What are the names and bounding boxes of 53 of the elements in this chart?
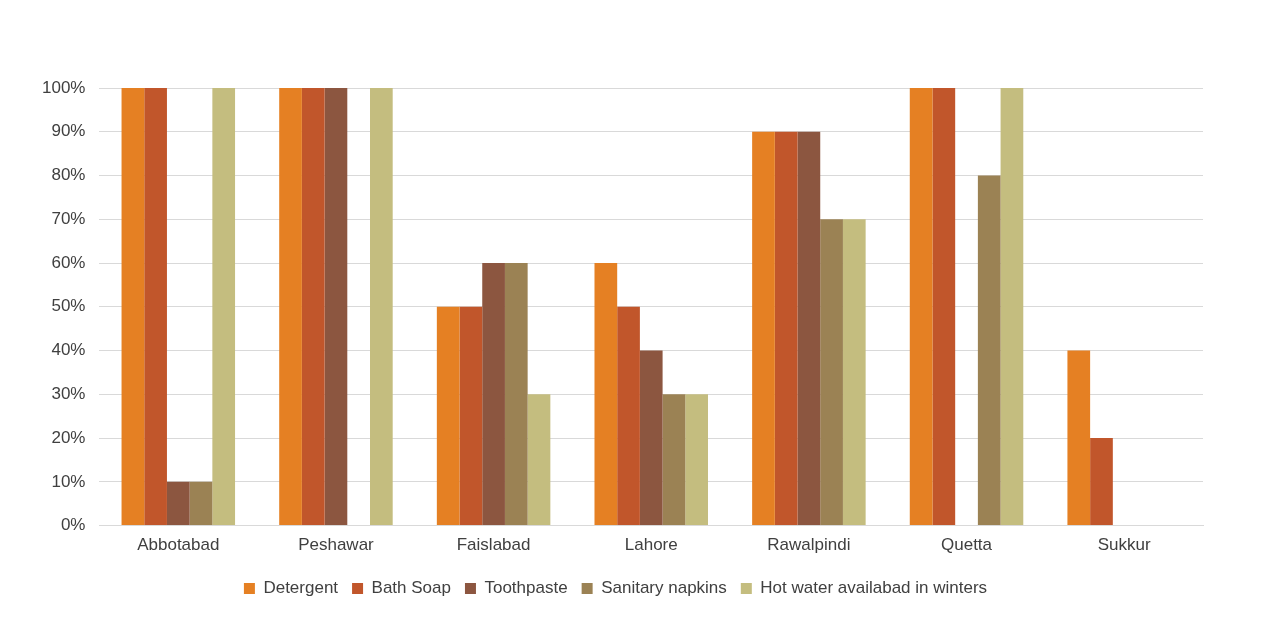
bar <box>1000 88 1024 526</box>
bar <box>1090 438 1113 526</box>
bar <box>370 88 393 526</box>
bar <box>685 394 708 526</box>
y-tick-label: 20% <box>51 427 86 447</box>
legend-label: Sanitary napkins <box>601 578 727 598</box>
y-tick-label: 80% <box>51 165 86 185</box>
bar <box>279 88 302 526</box>
x-tick-label: Faislabad <box>456 535 531 555</box>
x-tick-label: Abbotabad <box>137 535 220 555</box>
legend-label: Bath Soap <box>371 578 451 598</box>
x-tick-label: Rawalpindi <box>767 535 851 555</box>
bar <box>909 88 933 526</box>
bar <box>459 306 483 526</box>
bar <box>820 219 843 526</box>
bar <box>774 131 798 526</box>
y-tick-label: 40% <box>51 340 86 360</box>
bar <box>436 306 460 526</box>
bar <box>594 263 618 526</box>
x-tick-label: Quetta <box>941 535 993 555</box>
bar <box>504 263 528 526</box>
bar <box>977 175 1001 526</box>
bar <box>166 481 190 526</box>
y-tick-label: 90% <box>51 121 86 141</box>
bar <box>1067 350 1091 526</box>
bar <box>482 263 505 526</box>
bar <box>301 88 325 526</box>
y-tick-label: 60% <box>51 252 86 272</box>
bar <box>121 88 145 526</box>
bar <box>797 131 821 526</box>
bar <box>212 88 236 526</box>
x-tick-label: Lahore <box>624 535 678 555</box>
bar <box>842 219 866 526</box>
bar <box>617 306 640 526</box>
legend-label: Detergent <box>263 578 339 598</box>
bar <box>662 394 686 526</box>
bar <box>144 88 167 526</box>
bar <box>527 394 551 526</box>
bar <box>752 131 775 526</box>
x-tick-label: Sukkur <box>1097 535 1151 555</box>
y-tick-label: 30% <box>51 384 86 404</box>
bar <box>189 481 213 526</box>
bar <box>639 350 663 526</box>
y-tick-label: 50% <box>51 296 86 316</box>
y-tick-label: 100% <box>42 77 86 97</box>
bar <box>932 88 956 526</box>
y-tick-label: 10% <box>51 471 86 491</box>
x-tick-label: Peshawar <box>298 535 375 555</box>
legend-label: Toothpaste <box>484 578 568 598</box>
y-tick-label: 70% <box>51 208 86 228</box>
y-tick-label: 0% <box>60 515 86 535</box>
legend-label: Hot water availabad in winters <box>760 578 988 598</box>
bar <box>324 88 348 526</box>
